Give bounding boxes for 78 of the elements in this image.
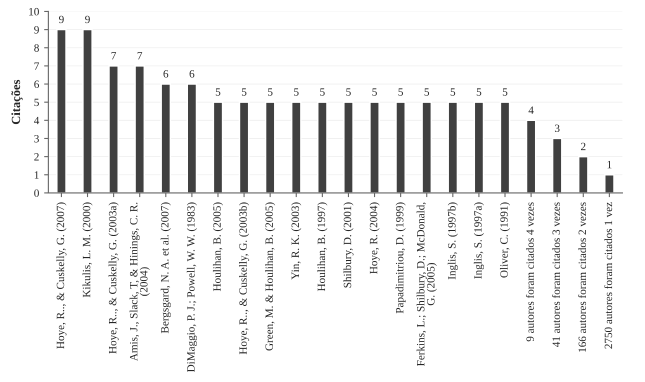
bar bbox=[264, 101, 276, 193]
x-tick-label: Houlihan, B. (1997) bbox=[317, 202, 328, 292]
data-label: 5 bbox=[216, 88, 220, 96]
x-tick-label: Houlihan, B. (2005) bbox=[212, 202, 224, 292]
bar bbox=[500, 101, 510, 193]
y-tick-label: 5 bbox=[34, 98, 39, 106]
data-label: 6 bbox=[190, 70, 194, 78]
bar bbox=[604, 174, 615, 193]
y-tick-label: 10 bbox=[29, 8, 39, 16]
bar bbox=[395, 101, 406, 193]
data-label: 5 bbox=[450, 88, 456, 96]
data-label: 5 bbox=[346, 88, 351, 96]
y-axis-title: Citações bbox=[11, 80, 23, 124]
bar bbox=[526, 120, 536, 193]
x-tick-label: Inglis, S. (1997a) bbox=[474, 202, 484, 279]
data-label: 1 bbox=[608, 160, 612, 168]
x-tick-label: Inglis, S. (1997b) bbox=[448, 202, 458, 280]
bar bbox=[474, 101, 484, 193]
x-tick-label: Amis, J., Slack, T, & Hinings, C. R. (2004) bbox=[130, 202, 150, 362]
bar bbox=[82, 28, 93, 193]
x-tick-label: 2750 autores foram citados 1 vez bbox=[604, 202, 612, 349]
y-tick-label: 1 bbox=[34, 171, 39, 179]
data-label: 9 bbox=[59, 16, 64, 24]
bar bbox=[578, 156, 589, 193]
y-tick-label: 8 bbox=[34, 44, 39, 52]
data-label: 5 bbox=[372, 88, 377, 96]
bar bbox=[369, 101, 380, 193]
x-tick-label: Ferkins, L.; Shilbury, D.; McDonald, G. (2005) bbox=[416, 202, 437, 366]
x-tick-label: 166 autores foram citados 2 vezes bbox=[578, 202, 586, 352]
bar bbox=[56, 28, 67, 193]
bar bbox=[212, 101, 224, 193]
x-tick-label: Shilbury, D. (2001) bbox=[343, 202, 354, 288]
x-tick-label: Hoye, R.., & Cuskelly, G. (2003b) bbox=[239, 202, 250, 354]
data-label: 3 bbox=[554, 124, 560, 132]
data-label: 9 bbox=[85, 16, 90, 24]
data-label: 4 bbox=[528, 106, 534, 114]
bar bbox=[291, 101, 302, 193]
x-tick-label: DiMaggio, P. J.; Powell, W. W. (1983) bbox=[186, 202, 197, 372]
data-label: 6 bbox=[163, 70, 168, 78]
data-label: 5 bbox=[268, 88, 273, 96]
x-tick-label: Green, M. & Houlihan, B. (2005) bbox=[265, 202, 276, 351]
bar bbox=[108, 65, 119, 193]
y-tick-label: 7 bbox=[34, 62, 40, 70]
x-tick-label: Hoye, R.., & Cuskelly, G. (2007) bbox=[56, 202, 66, 349]
x-tick-label: Oliver, C. (1991) bbox=[500, 202, 510, 278]
x-tick-label: Hoye, R. (2004) bbox=[369, 202, 380, 274]
data-label: 7 bbox=[112, 52, 116, 60]
bar bbox=[134, 65, 145, 193]
x-tick-label: 41 autores foram citados 3 vezes bbox=[552, 202, 560, 348]
data-label: 5 bbox=[294, 88, 299, 96]
x-tick-label: Papadimitriou, D. (1999) bbox=[396, 202, 406, 314]
data-label: 5 bbox=[476, 88, 482, 96]
x-tick-label: Yin, R. K. (2003) bbox=[291, 202, 302, 280]
data-label: 5 bbox=[242, 88, 246, 96]
bar bbox=[186, 83, 198, 193]
data-label: 5 bbox=[398, 88, 403, 96]
y-tick-label: 3 bbox=[34, 134, 39, 142]
x-tick-label: Kikulis, L. M. (2000) bbox=[82, 202, 93, 298]
bar bbox=[238, 101, 250, 193]
x-tick-label: Bergsgard, N. A. et al. (2007) bbox=[160, 202, 171, 334]
data-label: 2 bbox=[580, 142, 586, 150]
x-tick-label: 9 autores foram citados 4 vezes bbox=[526, 202, 534, 342]
y-tick-label: 4 bbox=[34, 116, 40, 124]
y-tick-label: 6 bbox=[34, 80, 40, 88]
y-tick-label: 9 bbox=[34, 26, 39, 34]
bar bbox=[317, 101, 328, 193]
x-tick-label: Hoye, R.., & Cuskelly, G. (2003a) bbox=[108, 202, 119, 354]
data-label: 5 bbox=[424, 88, 430, 96]
bar bbox=[552, 138, 562, 193]
bar bbox=[448, 101, 458, 193]
bar bbox=[343, 101, 354, 193]
bar bbox=[421, 101, 432, 193]
y-tick-label: 2 bbox=[34, 153, 39, 160]
y-tick-label: 0 bbox=[34, 189, 39, 197]
data-label: 5 bbox=[502, 88, 508, 96]
bar bbox=[160, 83, 172, 193]
data-label: 7 bbox=[138, 52, 142, 60]
data-label: 5 bbox=[320, 88, 325, 96]
